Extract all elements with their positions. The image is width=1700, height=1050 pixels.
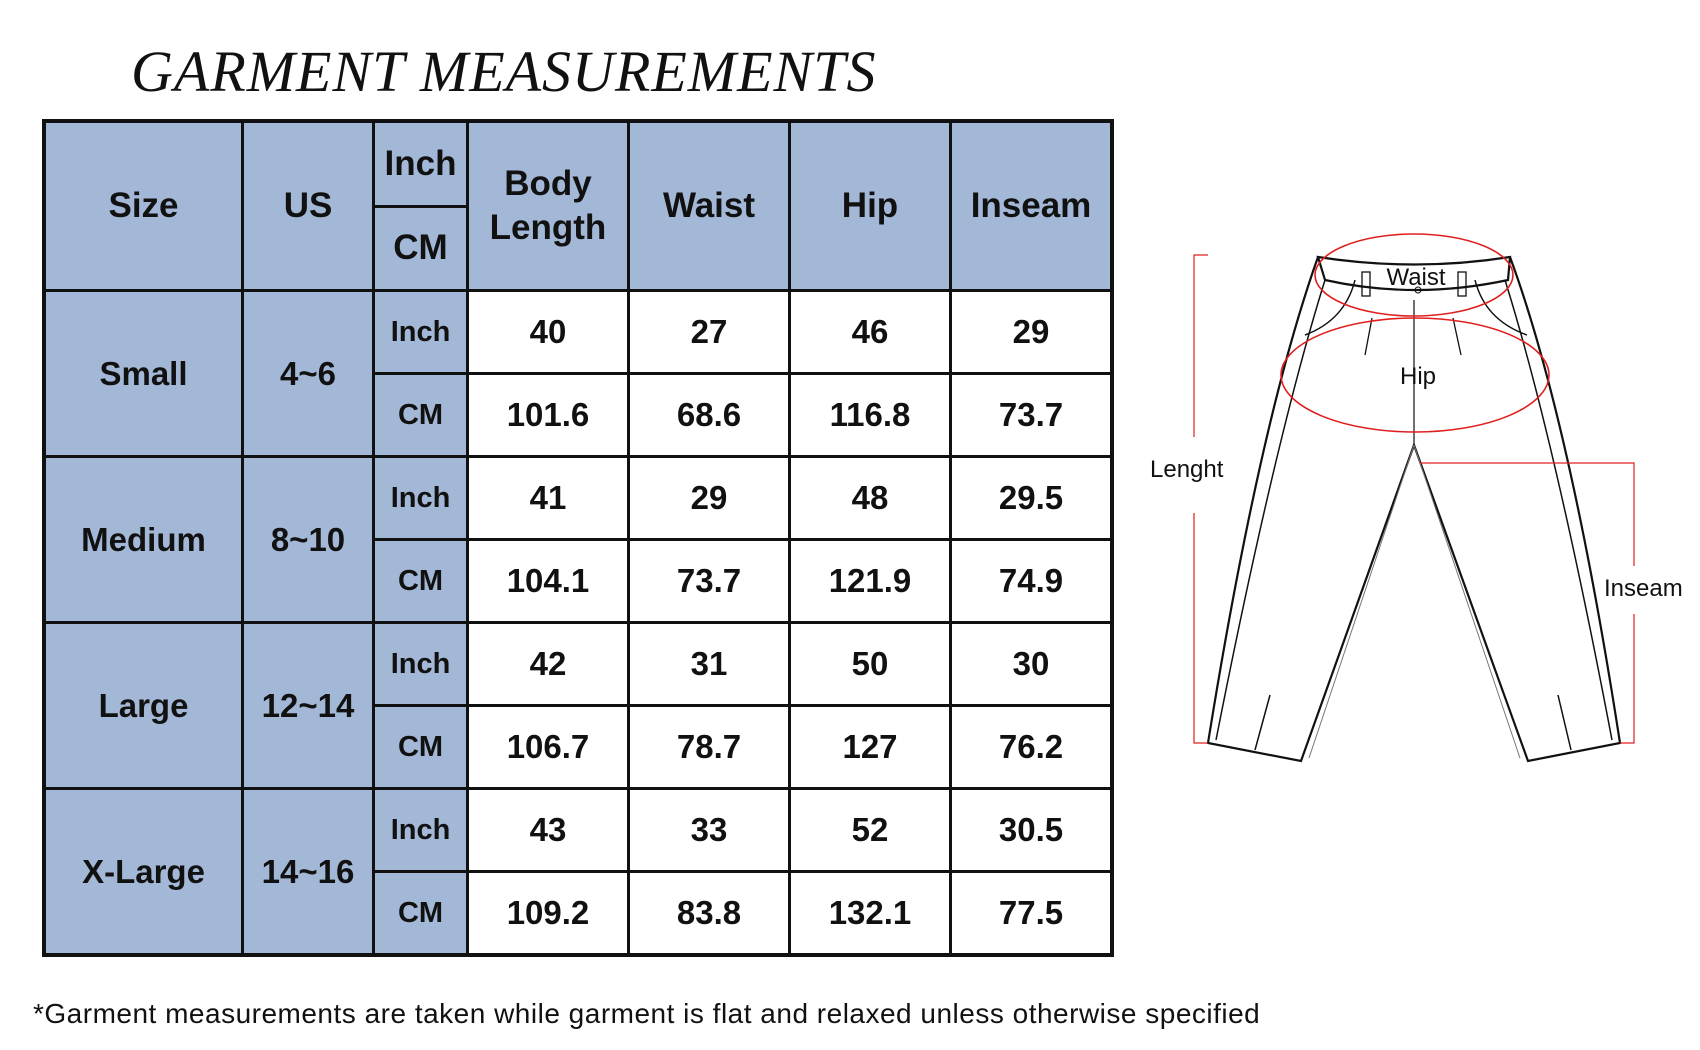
table-row-inch: Large 12~14 Inch 42 31 50 30	[42, 621, 1114, 790]
hip-cell: 132.1	[788, 870, 952, 957]
inseam-cell: 30	[949, 621, 1114, 707]
inseam-cell: 73.7	[949, 372, 1114, 458]
body-length-cell: 106.7	[466, 704, 630, 790]
hip-ellipse	[1280, 317, 1550, 433]
hip-cell: 116.8	[788, 372, 952, 458]
header-hip: Hip	[788, 119, 952, 292]
label-waist: Waist	[1386, 264, 1445, 291]
unit-cell: Inch	[372, 787, 469, 873]
body-length-cell: 40	[466, 289, 630, 375]
table-row-inch: Small 4~6 Inch 40 27 46 29	[42, 289, 1114, 458]
pants-diagram: Waist Hip Lenght Inseam	[1150, 233, 1683, 763]
table-row-inch: X-Large 14~16 Inch 43 33 52 30.5	[42, 787, 1114, 957]
header-unit-cm: CM	[393, 228, 448, 268]
us-size-cell: 14~16	[241, 787, 375, 957]
table-row-cm: CM 106.7 78.7 127 76.2	[44, 704, 1114, 790]
table-row-inch: Medium 8~10 Inch 41 29 48 29.5	[42, 455, 1114, 624]
unit-cell: CM	[372, 372, 469, 458]
table-row-cm: CM 109.2 83.8 132.1 77.5	[44, 870, 1114, 957]
waist-cell: 83.8	[627, 870, 791, 957]
unit-cell: CM	[372, 538, 469, 624]
unit-cell: CM	[372, 870, 469, 957]
size-chart-table: Size US Inch CM Body Length Waist Hip Inse…	[42, 119, 1114, 957]
header-waist: Waist	[627, 119, 791, 292]
size-cell: X-Large	[42, 787, 244, 957]
waist-cell: 27	[627, 289, 791, 375]
length-line	[1193, 254, 1208, 744]
unit-cell: CM	[372, 704, 469, 790]
body-length-cell: 43	[466, 787, 630, 873]
inseam-cell: 76.2	[949, 704, 1114, 790]
hip-cell: 48	[788, 455, 952, 541]
unit-cell: Inch	[372, 289, 469, 375]
body-length-cell: 104.1	[466, 538, 630, 624]
inseam-line	[1420, 462, 1635, 744]
header-body-length-line2: Length	[489, 208, 607, 247]
inseam-cell: 29	[949, 289, 1114, 375]
table-row-cm: CM 101.6 68.6 116.8 73.7	[44, 372, 1114, 458]
header-unit-inch: Inch	[375, 123, 466, 208]
waist-ellipse	[1314, 233, 1514, 317]
header-inseam: Inseam	[949, 119, 1114, 292]
body-length-cell: 42	[466, 621, 630, 707]
hip-cell: 127	[788, 704, 952, 790]
header-body-length: Body Length	[466, 119, 630, 292]
us-size-cell: 4~6	[241, 289, 375, 458]
label-inseam: Inseam	[1604, 575, 1683, 602]
label-hip: Hip	[1400, 363, 1436, 390]
waist-cell: 29	[627, 455, 791, 541]
body-length-cell: 41	[466, 455, 630, 541]
waist-cell: 78.7	[627, 704, 791, 790]
header-unit: Inch CM	[372, 119, 469, 292]
table-row-cm: CM 104.1 73.7 121.9 74.9	[44, 538, 1114, 624]
header-body-length-line1: Body	[504, 164, 592, 204]
size-cell: Medium	[42, 455, 244, 624]
inseam-cell: 77.5	[949, 870, 1114, 957]
inseam-cell: 30.5	[949, 787, 1114, 873]
hip-cell: 50	[788, 621, 952, 707]
waist-cell: 73.7	[627, 538, 791, 624]
label-length: Lenght	[1150, 456, 1224, 483]
waist-cell: 33	[627, 787, 791, 873]
pants-outline	[1206, 255, 1622, 763]
body-length-cell: 101.6	[466, 372, 630, 458]
header-size: Size	[42, 119, 244, 292]
header-us: US	[241, 119, 375, 292]
page-title: GARMENT MEASUREMENTS	[131, 39, 877, 104]
unit-cell: Inch	[372, 455, 469, 541]
us-size-cell: 12~14	[241, 621, 375, 790]
hip-cell: 121.9	[788, 538, 952, 624]
us-size-cell: 8~10	[241, 455, 375, 624]
measurement-annotations	[1193, 233, 1635, 744]
footnote: *Garment measurements are taken while ga…	[33, 998, 1261, 1029]
body-length-cell: 109.2	[466, 870, 630, 957]
inseam-cell: 74.9	[949, 538, 1114, 624]
hip-cell: 52	[788, 787, 952, 873]
waist-cell: 31	[627, 621, 791, 707]
unit-cell: Inch	[372, 621, 469, 707]
table-header-row: Size US Inch CM Body Length Waist Hip Inse…	[42, 119, 1114, 292]
size-cell: Small	[42, 289, 244, 458]
waist-cell: 68.6	[627, 372, 791, 458]
hip-cell: 46	[788, 289, 952, 375]
inseam-cell: 29.5	[949, 455, 1114, 541]
size-cell: Large	[42, 621, 244, 790]
